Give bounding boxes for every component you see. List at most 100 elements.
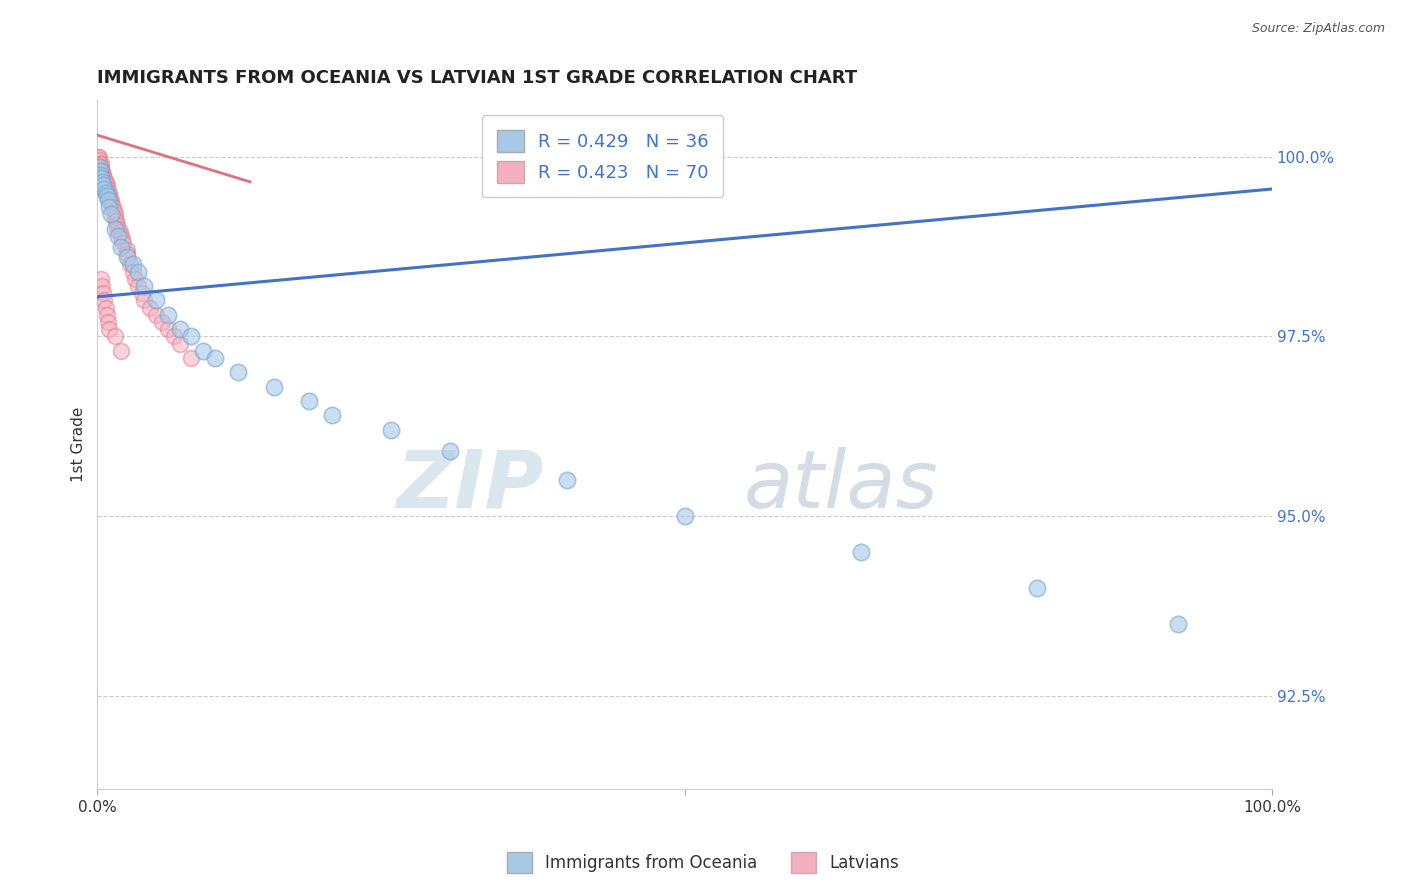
Point	[127, 279, 149, 293]
Point	[97, 189, 120, 203]
Point	[87, 161, 110, 175]
Point	[97, 186, 120, 200]
Point	[91, 178, 114, 193]
Point	[139, 301, 162, 315]
Point	[96, 189, 118, 203]
Y-axis label: 1st Grade: 1st Grade	[72, 407, 86, 482]
Point	[104, 211, 127, 225]
Point	[90, 168, 112, 182]
Point	[91, 175, 114, 189]
Point	[115, 243, 138, 257]
Point	[91, 168, 114, 182]
Point	[94, 301, 117, 315]
Point	[89, 161, 111, 175]
Point	[134, 293, 156, 308]
Point	[91, 171, 114, 186]
Point	[163, 329, 186, 343]
Point	[89, 161, 111, 175]
Point	[93, 175, 115, 189]
Point	[104, 207, 127, 221]
Point	[90, 164, 112, 178]
Point	[94, 182, 117, 196]
Point	[87, 150, 110, 164]
Point	[191, 343, 214, 358]
Point	[263, 379, 285, 393]
Point	[115, 246, 138, 260]
Point	[1167, 616, 1189, 631]
Point	[180, 329, 202, 343]
Point	[145, 293, 167, 308]
Point	[134, 279, 156, 293]
Point	[127, 265, 149, 279]
Point	[439, 444, 461, 458]
Point	[180, 351, 202, 365]
Point	[101, 200, 124, 214]
Point	[97, 193, 120, 207]
Point	[121, 265, 143, 279]
Point	[100, 196, 122, 211]
Point	[93, 171, 115, 186]
Point	[226, 365, 249, 379]
Point	[91, 286, 114, 301]
Point	[110, 228, 132, 243]
Point	[87, 157, 110, 171]
Point	[108, 225, 131, 239]
Legend: R = 0.429   N = 36, R = 0.423   N = 70: R = 0.429 N = 36, R = 0.423 N = 70	[482, 115, 723, 197]
Point	[97, 315, 120, 329]
Point	[104, 329, 127, 343]
Text: ZIP: ZIP	[396, 447, 544, 524]
Point	[169, 336, 191, 351]
Point	[111, 232, 134, 246]
Point	[90, 157, 112, 171]
Point	[93, 178, 115, 193]
Point	[93, 293, 115, 308]
Point	[204, 351, 226, 365]
Point	[96, 186, 118, 200]
Point	[156, 322, 179, 336]
Point	[100, 207, 122, 221]
Point	[90, 272, 112, 286]
Point	[89, 164, 111, 178]
Point	[94, 175, 117, 189]
Point	[91, 168, 114, 182]
Point	[104, 221, 127, 235]
Point	[120, 258, 142, 272]
Point	[87, 153, 110, 168]
Point	[100, 193, 122, 207]
Point	[107, 228, 129, 243]
Point	[96, 178, 118, 193]
Point	[90, 171, 112, 186]
Point	[145, 308, 167, 322]
Point	[105, 214, 128, 228]
Point	[94, 186, 117, 200]
Point	[98, 193, 121, 207]
Point	[91, 175, 114, 189]
Point	[1026, 581, 1049, 595]
Point	[380, 423, 402, 437]
Point	[98, 200, 121, 214]
Point	[98, 189, 121, 203]
Point	[89, 164, 111, 178]
Point	[121, 258, 143, 272]
Point	[124, 272, 146, 286]
Point	[98, 322, 121, 336]
Point	[103, 203, 125, 218]
Legend: Immigrants from Oceania, Latvians: Immigrants from Oceania, Latvians	[501, 846, 905, 880]
Point	[110, 239, 132, 253]
Point	[96, 182, 118, 196]
Point	[98, 186, 121, 200]
Point	[105, 218, 128, 232]
Point	[321, 409, 343, 423]
Point	[89, 168, 111, 182]
Point	[89, 157, 111, 171]
Text: atlas: atlas	[744, 447, 938, 524]
Text: Source: ZipAtlas.com: Source: ZipAtlas.com	[1251, 22, 1385, 36]
Point	[87, 150, 110, 164]
Point	[156, 308, 179, 322]
Point	[169, 322, 191, 336]
Point	[131, 286, 153, 301]
Point	[91, 171, 114, 186]
Point	[91, 164, 114, 178]
Point	[107, 221, 129, 235]
Point	[90, 161, 112, 175]
